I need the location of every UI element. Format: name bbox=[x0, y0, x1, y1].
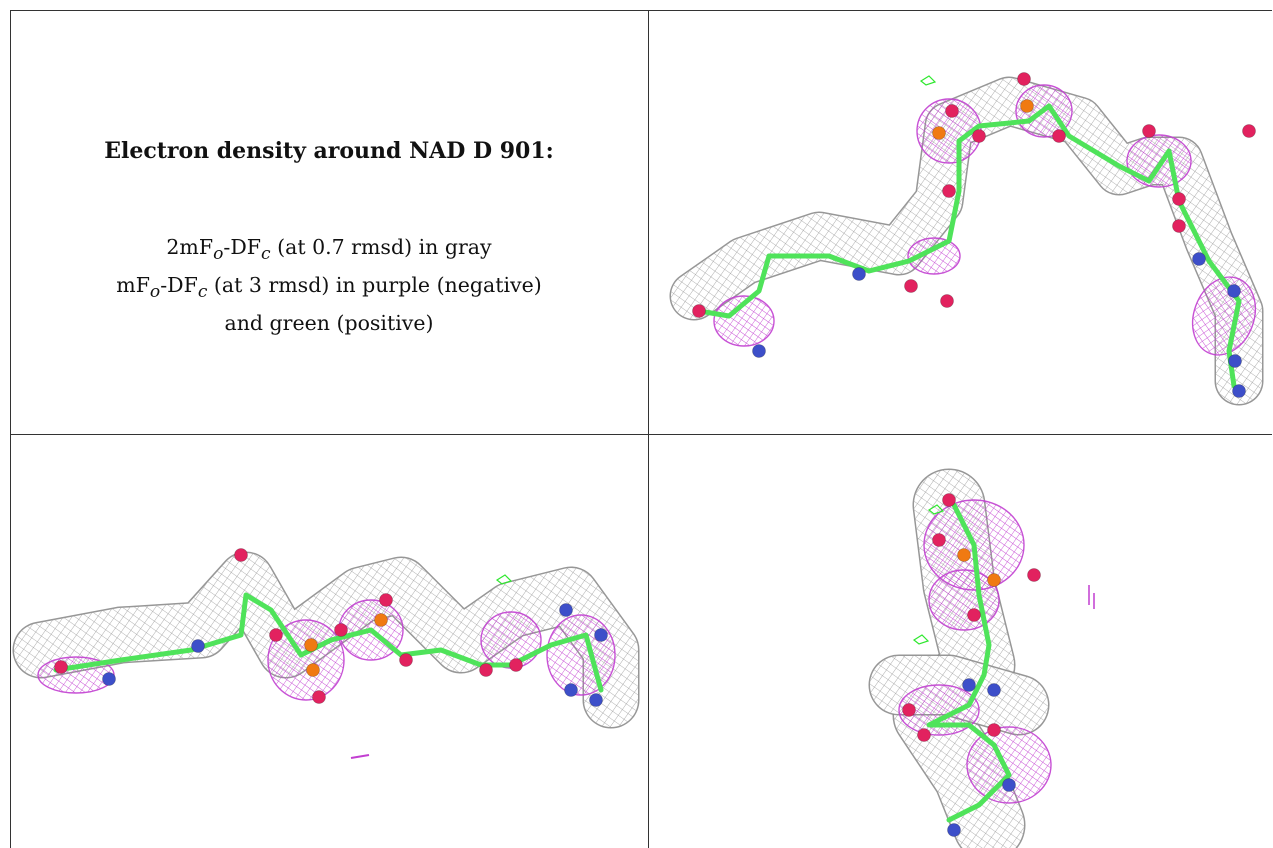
caption-line-gray: 2mFo-DFc (at 0.7 rmsd) in gray bbox=[166, 235, 492, 265]
electron-density-view-1-icon bbox=[669, 72, 1264, 406]
atom-sphere bbox=[334, 623, 348, 637]
atom-sphere bbox=[594, 628, 608, 642]
positive-density-mark bbox=[912, 634, 930, 645]
negative-density-blob bbox=[713, 295, 775, 347]
atom-sphere bbox=[509, 658, 523, 672]
atom-sphere bbox=[1227, 284, 1241, 298]
atom-sphere bbox=[972, 129, 986, 143]
atom-sphere bbox=[379, 593, 393, 607]
negative-density-blob bbox=[1191, 276, 1257, 356]
border-middle-vertical bbox=[648, 10, 649, 848]
atom-sphere bbox=[1228, 354, 1242, 368]
figure-table: Electron density around NAD D 901: 2mFo-… bbox=[10, 10, 1272, 848]
electron-density-view-2-icon bbox=[12, 548, 640, 759]
border-left bbox=[10, 10, 11, 848]
density-mesh bbox=[870, 656, 1048, 734]
atom-sphere bbox=[1172, 219, 1186, 233]
positive-density-mark bbox=[927, 504, 945, 515]
negative-density-blob bbox=[546, 614, 616, 696]
atom-sphere bbox=[692, 304, 706, 318]
atom-sphere bbox=[947, 823, 961, 837]
border-middle-horizontal bbox=[10, 434, 1272, 435]
atom-sphere bbox=[932, 126, 946, 140]
positive-density-mark bbox=[495, 574, 513, 585]
atom-sphere bbox=[942, 184, 956, 198]
atom-sphere bbox=[940, 294, 954, 308]
atom-sphere bbox=[942, 493, 956, 507]
atom-sphere bbox=[191, 639, 205, 653]
density-panel-bottom-left bbox=[11, 435, 648, 848]
atom-sphere bbox=[917, 728, 931, 742]
atom-sphere bbox=[945, 104, 959, 118]
atom-sphere bbox=[852, 267, 866, 281]
atom-sphere bbox=[987, 683, 1001, 697]
atom-sphere bbox=[1020, 99, 1034, 113]
bond-stick bbox=[696, 103, 1242, 389]
border-top bbox=[10, 10, 1272, 11]
atom-sphere bbox=[967, 608, 981, 622]
density-panel-top-right bbox=[649, 11, 1272, 434]
atom-sphere bbox=[559, 603, 573, 617]
negative-density-blob bbox=[267, 619, 345, 701]
electron-density-view-3-icon bbox=[868, 468, 1095, 848]
atom-sphere bbox=[1027, 568, 1041, 582]
caption-description: 2mFo-DFc (at 0.7 rmsd) in gray mFo-DFc (… bbox=[10, 232, 648, 339]
atom-sphere bbox=[399, 653, 413, 667]
caption-line-green: and green (positive) bbox=[224, 311, 434, 336]
atom-sphere bbox=[304, 638, 318, 652]
atom-sphere bbox=[312, 690, 326, 704]
atom-sphere bbox=[957, 548, 971, 562]
atom-sphere bbox=[902, 703, 916, 717]
negative-density-blob bbox=[907, 237, 961, 275]
atom-sphere bbox=[234, 548, 248, 562]
atom-sphere bbox=[932, 533, 946, 547]
atom-sphere bbox=[987, 573, 1001, 587]
caption-line-purple: mFo-DFc (at 3 rmsd) in purple (negative) bbox=[116, 273, 542, 303]
density-mesh bbox=[14, 553, 638, 727]
atom-sphere bbox=[1192, 252, 1206, 266]
atom-sphere bbox=[1172, 192, 1186, 206]
caption-cell: Electron density around NAD D 901: 2mFo-… bbox=[10, 10, 648, 434]
atom-sphere bbox=[1017, 72, 1031, 86]
negative-density-blob bbox=[480, 611, 542, 669]
atom-sphere bbox=[479, 663, 493, 677]
atom-sphere bbox=[904, 279, 918, 293]
atom-sphere bbox=[269, 628, 283, 642]
atom-sphere bbox=[1002, 778, 1016, 792]
caption-title: Electron density around NAD D 901: bbox=[104, 138, 554, 164]
negative-density-blob bbox=[1126, 134, 1192, 188]
atom-sphere bbox=[1052, 129, 1066, 143]
atom-sphere bbox=[102, 672, 116, 686]
negative-density-mark bbox=[1088, 585, 1095, 609]
atom-sphere bbox=[564, 683, 578, 697]
atom-sphere bbox=[306, 663, 320, 677]
atom-sphere bbox=[589, 693, 603, 707]
atom-sphere bbox=[1242, 124, 1256, 138]
negative-density-mark bbox=[350, 754, 370, 759]
bond-stick bbox=[53, 592, 604, 693]
negative-density-blob bbox=[966, 726, 1052, 804]
atom-sphere bbox=[54, 660, 68, 674]
atom-sphere bbox=[1142, 124, 1156, 138]
atom-sphere bbox=[987, 723, 1001, 737]
bond-stick bbox=[926, 502, 1012, 823]
atom-sphere bbox=[374, 613, 388, 627]
atom-sphere bbox=[1232, 384, 1246, 398]
atom-sphere bbox=[752, 344, 766, 358]
density-panel-bottom-right bbox=[649, 435, 1272, 848]
atom-sphere bbox=[962, 678, 976, 692]
positive-density-mark bbox=[919, 75, 937, 86]
